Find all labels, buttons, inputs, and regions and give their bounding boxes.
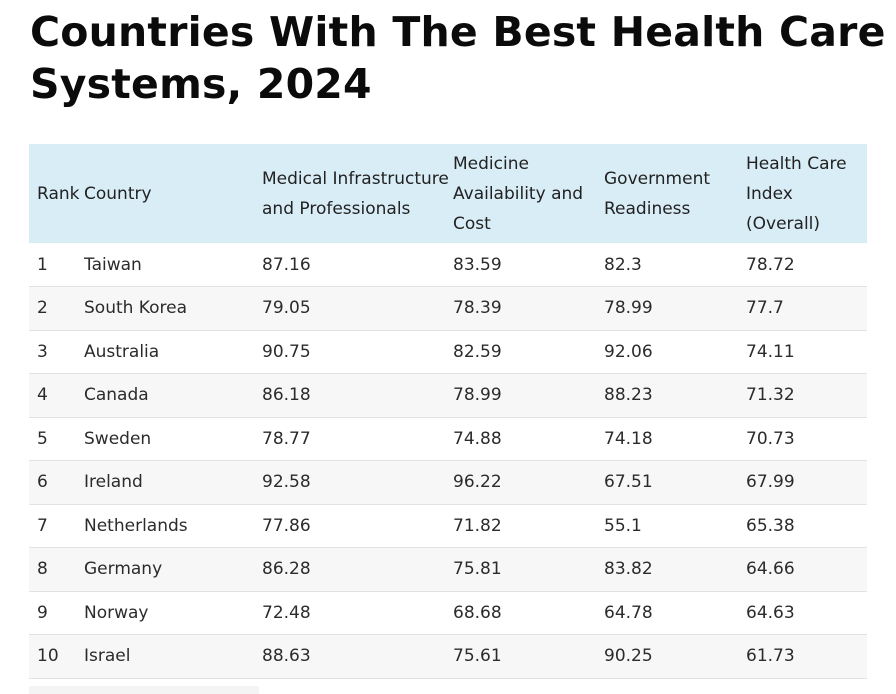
header-rank[interactable]: Rank [29,144,84,243]
header-row: Rank Country Medical Infrastructure and … [29,144,867,243]
table-row: 1 Taiwan 87.16 83.59 82.3 78.72 [29,243,867,287]
cell-government: 83.82 [604,547,746,592]
cell-government: 64.78 [604,591,746,635]
header-country[interactable]: Country [84,144,262,243]
table-body: 1 Taiwan 87.16 83.59 82.3 78.72 2 South Korea 79… [29,243,867,679]
cell-rank: 1 [29,243,84,287]
cell-medicine: 75.81 [453,547,604,592]
cell-index: 61.73 [746,634,867,679]
cell-infrastructure: 88.63 [262,634,453,679]
cell-medicine: 68.68 [453,591,604,635]
cell-rank: 4 [29,373,84,418]
cell-government: 67.51 [604,460,746,505]
cell-rank: 8 [29,547,84,592]
cell-government: 90.25 [604,634,746,679]
cell-infrastructure: 86.28 [262,547,453,592]
page-title: Countries With The Best Health Care Syst… [30,8,886,108]
cell-government: 92.06 [604,330,746,374]
cell-medicine: 75.61 [453,634,604,679]
cell-index: 77.7 [746,286,867,331]
cell-infrastructure: 79.05 [262,286,453,331]
cell-infrastructure: 87.16 [262,243,453,287]
cell-country: Australia [84,330,262,374]
table-row: 3 Australia 90.75 82.59 92.06 74.11 [29,330,867,374]
cell-medicine: 83.59 [453,243,604,287]
cell-medicine: 78.39 [453,286,604,331]
cell-infrastructure: 86.18 [262,373,453,418]
cell-country: Israel [84,634,262,679]
cell-country: Sweden [84,417,262,461]
table-row: 4 Canada 86.18 78.99 88.23 71.32 [29,373,867,418]
cell-government: 88.23 [604,373,746,418]
cell-rank: 5 [29,417,84,461]
cell-index: 74.11 [746,330,867,374]
cell-government: 55.1 [604,504,746,548]
header-infrastructure[interactable]: Medical Infrastructure and Professionals [262,144,453,243]
cell-medicine: 71.82 [453,504,604,548]
header-government[interactable]: Government Readiness [604,144,746,243]
cell-infrastructure: 90.75 [262,330,453,374]
table-row: 10 Israel 88.63 75.61 90.25 61.73 [29,634,867,679]
cell-index: 65.38 [746,504,867,548]
header-index[interactable]: Health Care Index (Overall) [746,144,867,243]
cell-medicine: 82.59 [453,330,604,374]
header-medicine[interactable]: Medicine Availability and Cost [453,144,604,243]
cell-country: Ireland [84,460,262,505]
cell-infrastructure: 92.58 [262,460,453,505]
cell-country: Norway [84,591,262,635]
scroll-shadow [29,686,259,694]
cell-government: 78.99 [604,286,746,331]
cell-rank: 3 [29,330,84,374]
cell-country: South Korea [84,286,262,331]
cell-index: 70.73 [746,417,867,461]
cell-index: 67.99 [746,460,867,505]
cell-medicine: 78.99 [453,373,604,418]
cell-country: Taiwan [84,243,262,287]
cell-index: 71.32 [746,373,867,418]
table-row: 7 Netherlands 77.86 71.82 55.1 65.38 [29,504,867,548]
cell-rank: 10 [29,634,84,679]
table-row: 8 Germany 86.28 75.81 83.82 64.66 [29,547,867,592]
cell-infrastructure: 72.48 [262,591,453,635]
cell-rank: 7 [29,504,84,548]
cell-country: Canada [84,373,262,418]
cell-index: 64.63 [746,591,867,635]
cell-country: Netherlands [84,504,262,548]
cell-medicine: 74.88 [453,417,604,461]
cell-infrastructure: 77.86 [262,504,453,548]
cell-government: 82.3 [604,243,746,287]
cell-medicine: 96.22 [453,460,604,505]
cell-country: Germany [84,547,262,592]
cell-government: 74.18 [604,417,746,461]
table-row: 6 Ireland 92.58 96.22 67.51 67.99 [29,460,867,505]
cell-index: 78.72 [746,243,867,287]
cell-rank: 9 [29,591,84,635]
cell-rank: 6 [29,460,84,505]
health-care-table: Rank Country Medical Infrastructure and … [29,144,867,679]
health-care-table-container: Rank Country Medical Infrastructure and … [29,144,867,679]
table-row: 2 South Korea 79.05 78.39 78.99 77.7 [29,286,867,331]
cell-infrastructure: 78.77 [262,417,453,461]
cell-rank: 2 [29,286,84,331]
table-row: 9 Norway 72.48 68.68 64.78 64.63 [29,591,867,635]
table-header: Rank Country Medical Infrastructure and … [29,144,867,243]
cell-index: 64.66 [746,547,867,592]
table-row: 5 Sweden 78.77 74.88 74.18 70.73 [29,417,867,461]
